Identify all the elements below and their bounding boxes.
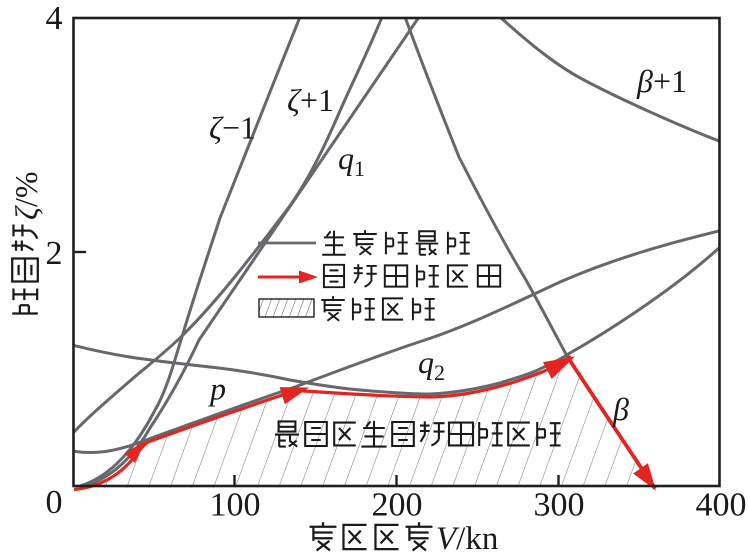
svg-text:0: 0 bbox=[46, 484, 63, 521]
svg-text:V/kn: V/kn bbox=[436, 521, 498, 555]
svg-text:β+1: β+1 bbox=[636, 63, 687, 99]
svg-text:ζ−1: ζ−1 bbox=[209, 110, 256, 146]
svg-text:4: 4 bbox=[46, 0, 63, 37]
svg-text:100: 100 bbox=[210, 487, 261, 524]
svg-text:200: 200 bbox=[372, 487, 423, 524]
svg-text:q1: q1 bbox=[338, 140, 365, 181]
svg-text:ζ+1: ζ+1 bbox=[287, 82, 334, 118]
svg-text:400: 400 bbox=[696, 487, 747, 524]
svg-text:2: 2 bbox=[46, 235, 63, 272]
svg-text:q2: q2 bbox=[418, 344, 445, 385]
svg-text:β: β bbox=[612, 391, 629, 427]
svg-text:300: 300 bbox=[534, 487, 585, 524]
svg-text:p: p bbox=[208, 371, 226, 407]
svg-text:ζ/%: ζ/% bbox=[8, 172, 44, 221]
